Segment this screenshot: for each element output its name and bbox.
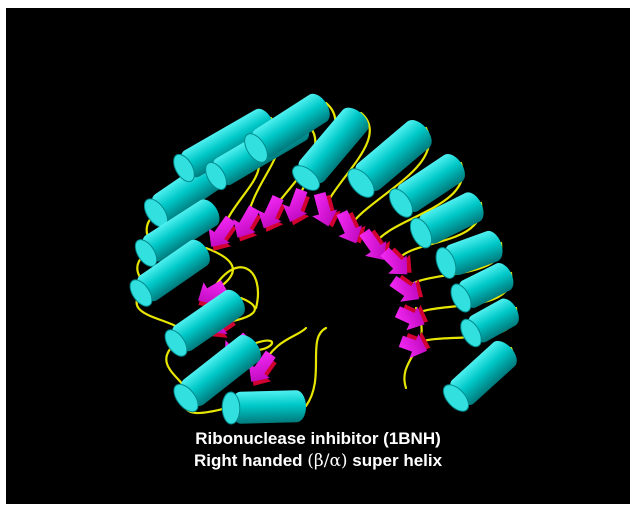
alpha-helix-cylinder [173, 108, 275, 183]
figure-panel: Ribonuclease inhibitor (1BNH) Right hand… [6, 8, 630, 504]
alpha-helix-cylinder [347, 120, 432, 198]
caption-line-2: Right handed (β/α) super helix [6, 450, 630, 472]
alpha-helices [129, 93, 519, 425]
alpha-helix-cylinder [460, 298, 519, 348]
alpha-helix-cylinder [134, 199, 220, 267]
alpha-helix-cylinder [442, 340, 517, 412]
beta-strand-arrow [380, 247, 412, 275]
beta-strand-arrow [359, 228, 390, 260]
alpha-helix-cylinder [173, 335, 261, 413]
protein-ribbon-structure [129, 93, 519, 425]
beta-strand-arrow [398, 331, 431, 359]
alpha-helix-cylinder [164, 289, 245, 357]
alpha-helix-cylinder [244, 93, 330, 163]
alpha-helix-cylinder [435, 230, 503, 279]
beta-strands [198, 187, 431, 386]
caption-line-2-prefix: Right handed [193, 451, 308, 470]
caption-line-2-suffix: super helix [347, 451, 443, 470]
beta-strand-arrow [282, 187, 310, 226]
caption-greek: (β/α) [307, 451, 348, 471]
loop-coil [209, 266, 259, 310]
beta-strand-arrow [257, 195, 286, 232]
caption-line-1: Ribonuclease inhibitor (1BNH) [195, 429, 441, 448]
beta-strand-arrow [198, 280, 227, 309]
figure-caption: Ribonuclease inhibitor (1BNH) Right hand… [6, 428, 630, 472]
alpha-helix-cylinder [292, 107, 369, 191]
alpha-helix-cylinder [221, 390, 307, 425]
beta-strand-arrow [248, 350, 277, 386]
beta-strand-arrow [312, 192, 341, 228]
beta-strand-arrow [233, 205, 262, 242]
beta-strand-arrow [389, 274, 424, 302]
alpha-helix-cylinder [388, 153, 465, 218]
alpha-helix-cylinder [129, 239, 210, 307]
loop-coil [304, 326, 328, 408]
beta-strand-arrow [394, 304, 429, 331]
alpha-helix-cylinder [409, 192, 484, 249]
alpha-helix-cylinder [450, 263, 514, 313]
beta-strand-arrow [208, 215, 237, 251]
